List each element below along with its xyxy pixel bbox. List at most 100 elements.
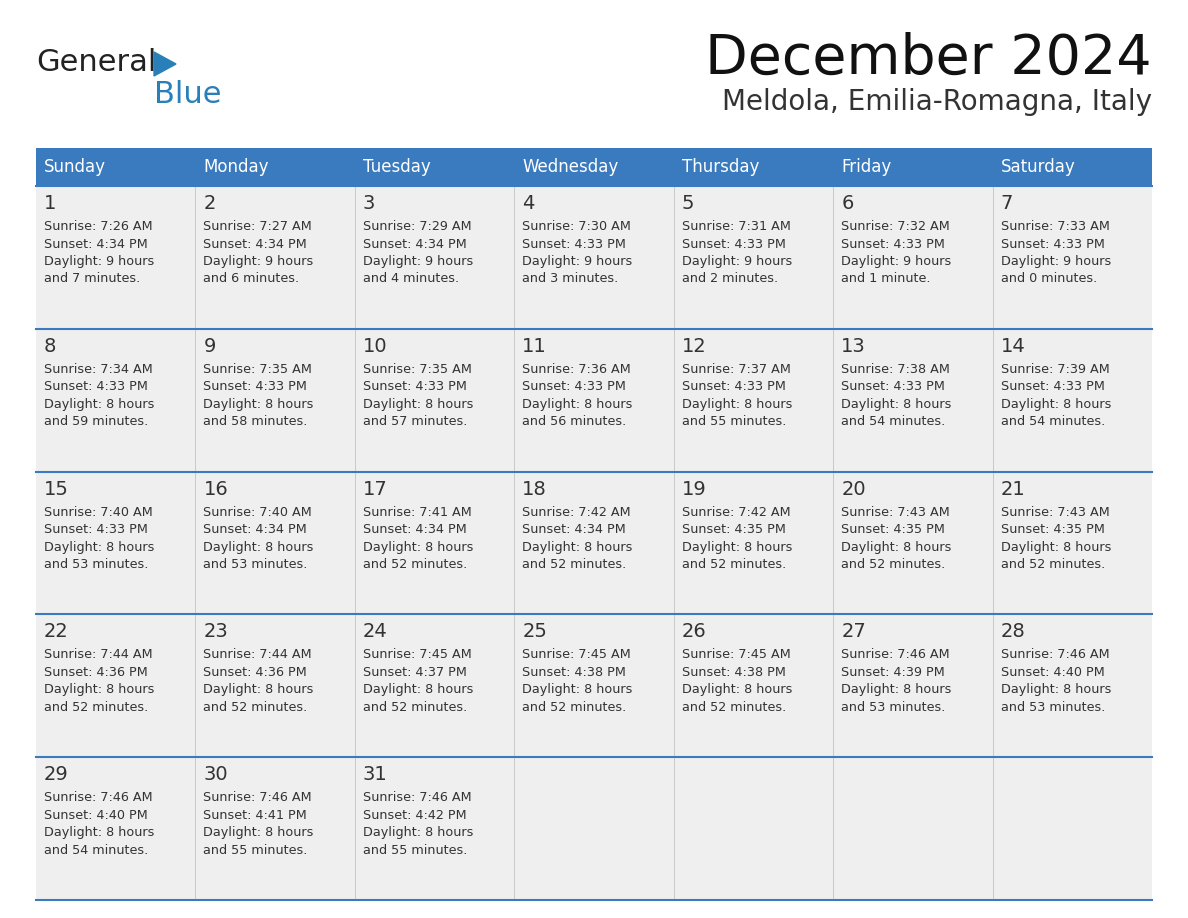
Bar <box>514 472 674 614</box>
Bar <box>674 614 833 757</box>
Text: and 54 minutes.: and 54 minutes. <box>1000 415 1105 429</box>
Bar <box>36 472 196 614</box>
Text: Sunrise: 7:31 AM: Sunrise: 7:31 AM <box>682 220 790 233</box>
Text: Daylight: 8 hours: Daylight: 8 hours <box>841 683 952 697</box>
Text: and 2 minutes.: and 2 minutes. <box>682 273 778 285</box>
Text: and 3 minutes.: and 3 minutes. <box>523 273 619 285</box>
Text: Sunrise: 7:46 AM: Sunrise: 7:46 AM <box>203 791 312 804</box>
Text: Sunday: Sunday <box>44 158 106 176</box>
Text: Daylight: 9 hours: Daylight: 9 hours <box>682 255 792 268</box>
Text: Daylight: 8 hours: Daylight: 8 hours <box>203 397 314 410</box>
Text: and 52 minutes.: and 52 minutes. <box>44 701 148 714</box>
Bar <box>36 329 196 472</box>
Text: 23: 23 <box>203 622 228 642</box>
Bar <box>355 148 514 186</box>
Text: 7: 7 <box>1000 194 1013 213</box>
Text: General: General <box>36 48 157 77</box>
Bar <box>992 614 1152 757</box>
Text: Blue: Blue <box>154 80 221 109</box>
Text: and 4 minutes.: and 4 minutes. <box>362 273 459 285</box>
Text: 26: 26 <box>682 622 707 642</box>
Text: Sunset: 4:33 PM: Sunset: 4:33 PM <box>682 380 785 393</box>
Bar <box>355 329 514 472</box>
Text: Sunrise: 7:36 AM: Sunrise: 7:36 AM <box>523 363 631 375</box>
Text: and 58 minutes.: and 58 minutes. <box>203 415 308 429</box>
Text: Sunset: 4:35 PM: Sunset: 4:35 PM <box>682 523 785 536</box>
Text: Sunset: 4:33 PM: Sunset: 4:33 PM <box>841 238 944 251</box>
Text: 16: 16 <box>203 479 228 498</box>
Bar <box>514 757 674 900</box>
Bar <box>992 186 1152 329</box>
Text: and 56 minutes.: and 56 minutes. <box>523 415 626 429</box>
Text: and 52 minutes.: and 52 minutes. <box>203 701 308 714</box>
Text: and 0 minutes.: and 0 minutes. <box>1000 273 1097 285</box>
Bar <box>36 757 196 900</box>
Bar <box>355 472 514 614</box>
Text: and 7 minutes.: and 7 minutes. <box>44 273 140 285</box>
Text: Daylight: 9 hours: Daylight: 9 hours <box>44 255 154 268</box>
Text: 20: 20 <box>841 479 866 498</box>
Bar <box>36 614 196 757</box>
Text: 2: 2 <box>203 194 216 213</box>
Bar <box>833 148 992 186</box>
Text: 29: 29 <box>44 766 69 784</box>
Bar <box>833 757 992 900</box>
Text: Sunrise: 7:30 AM: Sunrise: 7:30 AM <box>523 220 631 233</box>
Text: Sunset: 4:33 PM: Sunset: 4:33 PM <box>362 380 467 393</box>
Text: 25: 25 <box>523 622 548 642</box>
Text: 18: 18 <box>523 479 546 498</box>
Text: Daylight: 9 hours: Daylight: 9 hours <box>1000 255 1111 268</box>
Text: Sunset: 4:34 PM: Sunset: 4:34 PM <box>523 523 626 536</box>
Text: Daylight: 9 hours: Daylight: 9 hours <box>523 255 632 268</box>
Text: Sunrise: 7:45 AM: Sunrise: 7:45 AM <box>682 648 790 661</box>
Text: Daylight: 8 hours: Daylight: 8 hours <box>203 683 314 697</box>
Text: and 55 minutes.: and 55 minutes. <box>362 844 467 856</box>
Text: Sunset: 4:40 PM: Sunset: 4:40 PM <box>44 809 147 822</box>
Text: Sunset: 4:33 PM: Sunset: 4:33 PM <box>682 238 785 251</box>
Text: Sunrise: 7:27 AM: Sunrise: 7:27 AM <box>203 220 312 233</box>
Text: 1: 1 <box>44 194 56 213</box>
Text: Daylight: 8 hours: Daylight: 8 hours <box>682 541 792 554</box>
Text: 30: 30 <box>203 766 228 784</box>
Text: Daylight: 8 hours: Daylight: 8 hours <box>362 683 473 697</box>
Text: 12: 12 <box>682 337 707 356</box>
Text: and 52 minutes.: and 52 minutes. <box>841 558 946 571</box>
Text: Sunrise: 7:46 AM: Sunrise: 7:46 AM <box>841 648 949 661</box>
Bar <box>196 186 355 329</box>
Bar <box>833 186 992 329</box>
Text: Daylight: 8 hours: Daylight: 8 hours <box>44 683 154 697</box>
Text: 11: 11 <box>523 337 546 356</box>
Text: and 55 minutes.: and 55 minutes. <box>203 844 308 856</box>
Text: 28: 28 <box>1000 622 1025 642</box>
Text: Sunrise: 7:34 AM: Sunrise: 7:34 AM <box>44 363 153 375</box>
Text: Wednesday: Wednesday <box>523 158 619 176</box>
Text: 3: 3 <box>362 194 375 213</box>
Bar <box>674 757 833 900</box>
Text: Sunrise: 7:40 AM: Sunrise: 7:40 AM <box>44 506 153 519</box>
Text: Daylight: 8 hours: Daylight: 8 hours <box>1000 683 1111 697</box>
Text: Daylight: 8 hours: Daylight: 8 hours <box>682 397 792 410</box>
Text: and 52 minutes.: and 52 minutes. <box>682 558 786 571</box>
Bar <box>833 472 992 614</box>
Text: Sunrise: 7:40 AM: Sunrise: 7:40 AM <box>203 506 312 519</box>
Bar <box>355 186 514 329</box>
Text: and 52 minutes.: and 52 minutes. <box>523 701 626 714</box>
Text: Sunset: 4:33 PM: Sunset: 4:33 PM <box>523 380 626 393</box>
Text: Tuesday: Tuesday <box>362 158 430 176</box>
Text: Daylight: 9 hours: Daylight: 9 hours <box>362 255 473 268</box>
Text: Meldola, Emilia-Romagna, Italy: Meldola, Emilia-Romagna, Italy <box>722 88 1152 116</box>
Bar <box>992 757 1152 900</box>
Polygon shape <box>154 52 176 76</box>
Text: 31: 31 <box>362 766 387 784</box>
Text: Sunset: 4:37 PM: Sunset: 4:37 PM <box>362 666 467 679</box>
Text: Sunset: 4:38 PM: Sunset: 4:38 PM <box>523 666 626 679</box>
Text: Sunset: 4:34 PM: Sunset: 4:34 PM <box>203 523 308 536</box>
Text: Daylight: 8 hours: Daylight: 8 hours <box>682 683 792 697</box>
Text: December 2024: December 2024 <box>706 32 1152 86</box>
Text: Daylight: 8 hours: Daylight: 8 hours <box>203 826 314 839</box>
Text: Sunset: 4:40 PM: Sunset: 4:40 PM <box>1000 666 1105 679</box>
Bar <box>196 148 355 186</box>
Text: Sunset: 4:33 PM: Sunset: 4:33 PM <box>1000 238 1105 251</box>
Text: Sunset: 4:34 PM: Sunset: 4:34 PM <box>362 238 467 251</box>
Text: Friday: Friday <box>841 158 891 176</box>
